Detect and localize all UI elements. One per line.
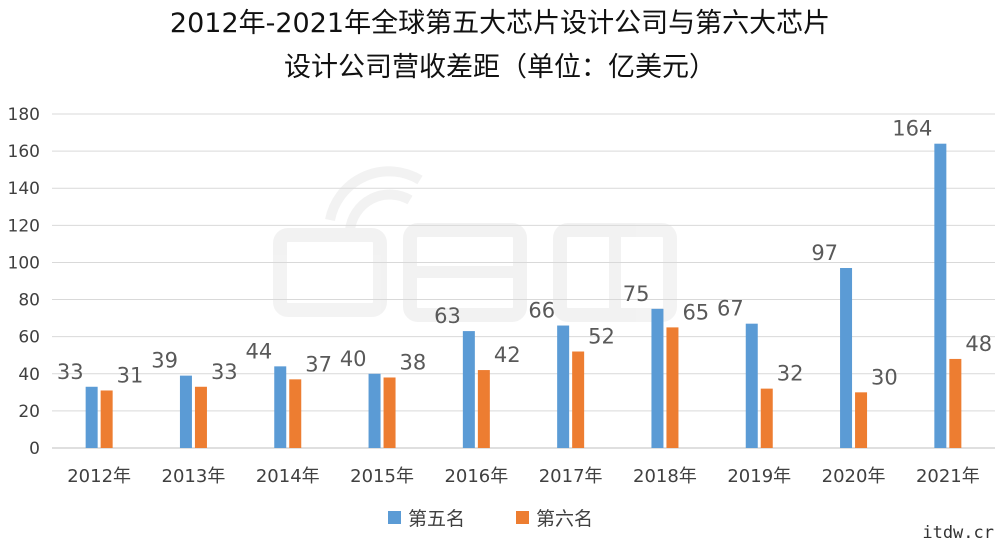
- x-tick-label: 2018年: [633, 466, 697, 487]
- data-label: 67: [717, 297, 744, 321]
- data-label: 40: [340, 347, 367, 371]
- x-tick-label: 2014年: [256, 466, 320, 487]
- data-label: 31: [117, 363, 144, 387]
- bar-fifth: [85, 386, 98, 448]
- x-tick-label: 2021年: [916, 466, 980, 487]
- y-tick-label: 120: [8, 216, 40, 236]
- bar-sixth: [194, 386, 207, 448]
- bar-fifth: [651, 308, 664, 448]
- x-tick-label: 2017年: [539, 466, 603, 487]
- y-tick-label: 20: [18, 402, 40, 422]
- bar-fifth: [179, 375, 192, 448]
- x-tick-label: 2019年: [727, 466, 791, 487]
- bar-fifth: [934, 143, 947, 448]
- bar-fifth: [274, 366, 287, 448]
- watermark-text: itdw.cr: [922, 523, 994, 543]
- bar-fifth: [840, 268, 853, 448]
- data-label: 37: [305, 352, 332, 376]
- y-tick-label: 140: [8, 179, 40, 199]
- legend-swatch: [388, 511, 401, 524]
- data-label: 97: [811, 241, 838, 265]
- bar-sixth: [572, 351, 585, 448]
- bar-sixth: [289, 379, 302, 448]
- y-tick-label: 40: [18, 365, 40, 385]
- bar-sixth: [477, 370, 490, 448]
- data-label: 75: [623, 282, 650, 306]
- bar-fifth: [462, 331, 475, 448]
- x-tick-label: 2016年: [444, 466, 508, 487]
- bar-fifth: [557, 325, 570, 448]
- legend-label: 第六名: [536, 508, 593, 530]
- legend-swatch: [516, 511, 529, 524]
- x-tick-label: 2013年: [162, 466, 226, 487]
- y-tick-label: 180: [8, 105, 40, 125]
- data-label: 52: [588, 325, 615, 349]
- data-label: 44: [246, 339, 273, 363]
- bar-sixth: [100, 390, 113, 448]
- bar-sixth: [855, 392, 868, 448]
- watermark-logo: [273, 166, 677, 322]
- data-label: 32: [777, 362, 804, 386]
- data-label: 39: [151, 349, 178, 373]
- y-tick-label: 100: [8, 253, 40, 273]
- x-tick-label: 2012年: [67, 466, 131, 487]
- data-label: 66: [528, 299, 555, 323]
- data-label: 65: [682, 300, 709, 324]
- x-tick-label: 2015年: [350, 466, 414, 487]
- data-label: 48: [965, 332, 992, 356]
- bar-fifth: [745, 323, 758, 448]
- data-label: 33: [211, 360, 238, 384]
- bar-sixth: [666, 327, 679, 448]
- chart-title: 2012年-2021年全球第五大芯片设计公司与第六大芯片: [169, 8, 831, 39]
- data-label: 38: [400, 350, 427, 374]
- y-tick-label: 0: [29, 439, 40, 459]
- y-tick-label: 160: [8, 142, 40, 162]
- y-tick-label: 80: [18, 291, 40, 311]
- bar-sixth: [383, 377, 396, 448]
- data-label: 30: [871, 365, 898, 389]
- data-label: 63: [434, 304, 461, 328]
- data-label: 164: [892, 117, 932, 141]
- chart-subtitle: 设计公司营收差距（单位：亿美元）: [284, 52, 716, 83]
- x-tick-label: 2020年: [822, 466, 886, 487]
- bar-sixth: [760, 388, 773, 448]
- data-label: 33: [57, 360, 84, 384]
- data-label: 42: [494, 343, 521, 367]
- bar-fifth: [368, 373, 381, 448]
- legend-label: 第五名: [408, 508, 465, 530]
- bar-sixth: [949, 358, 962, 448]
- y-tick-label: 60: [18, 328, 40, 348]
